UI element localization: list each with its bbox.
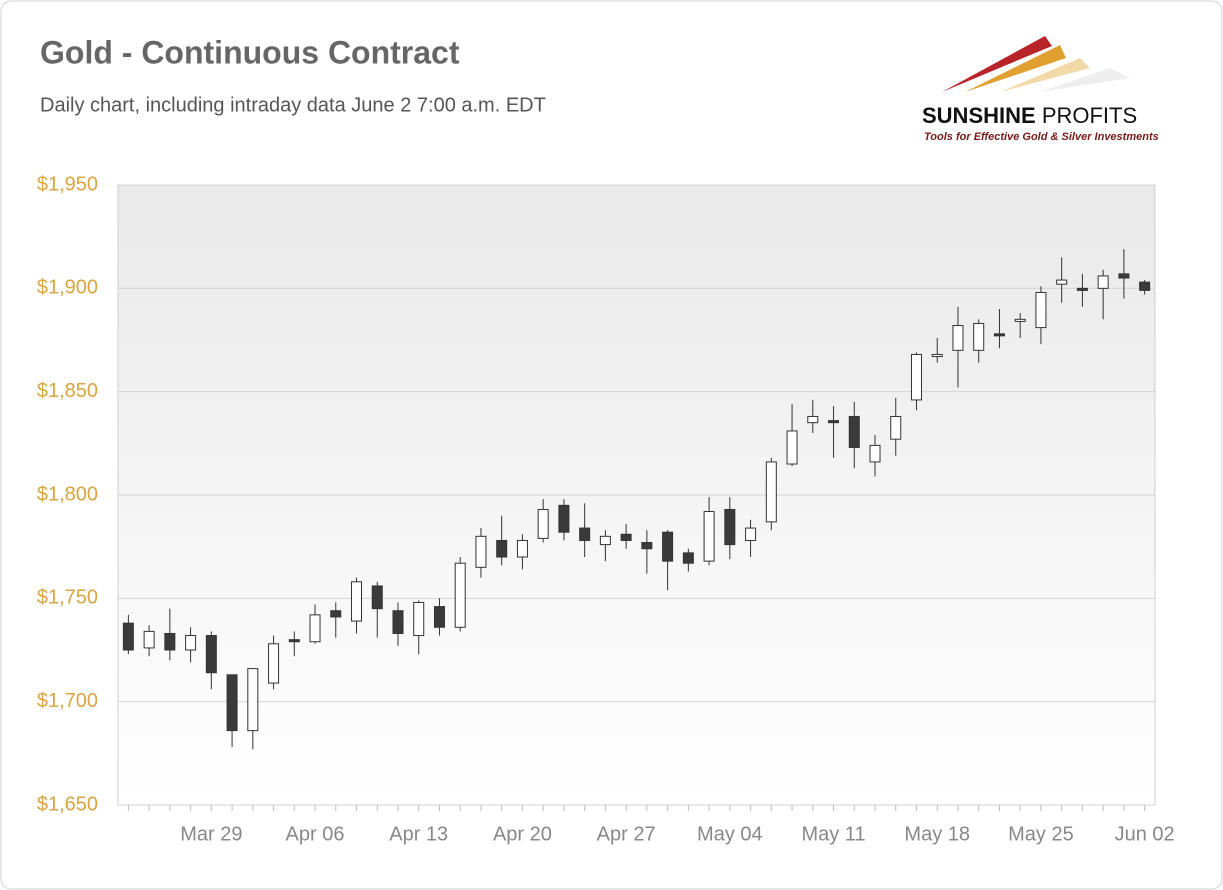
x-tick-label: Jun 02 bbox=[1115, 823, 1175, 845]
logo-name: SUNSHINE PROFITS bbox=[922, 103, 1137, 128]
candle-body bbox=[1139, 281, 1151, 291]
candle-body bbox=[1056, 279, 1068, 285]
candle-body bbox=[371, 585, 383, 610]
candle-body bbox=[392, 610, 404, 634]
x-tick-label: May 18 bbox=[904, 823, 970, 845]
candle-body bbox=[662, 531, 674, 562]
y-tick-label: $1,650 bbox=[37, 793, 98, 815]
candle-body bbox=[413, 601, 425, 637]
logo-tagline: Tools for Effective Gold & Silver Invest… bbox=[924, 131, 1159, 143]
candle-body bbox=[890, 415, 902, 440]
candle-body bbox=[952, 325, 964, 351]
candle-body bbox=[288, 639, 300, 643]
candle-body bbox=[1118, 273, 1130, 279]
x-tick-label: Apr 13 bbox=[389, 823, 448, 845]
candle-body bbox=[122, 622, 134, 651]
y-tick-label: $1,700 bbox=[37, 690, 98, 712]
candle-body bbox=[682, 552, 694, 564]
candle-body bbox=[724, 508, 736, 546]
candle-body bbox=[268, 643, 280, 684]
x-tick-label: Apr 06 bbox=[286, 823, 345, 845]
x-tick-label: Apr 20 bbox=[493, 823, 552, 845]
candle-body bbox=[1097, 275, 1109, 289]
candle-body bbox=[205, 635, 217, 674]
logo-swoosh bbox=[1000, 58, 1090, 92]
candle-body bbox=[496, 539, 508, 558]
logo-swoosh bbox=[942, 36, 1052, 92]
y-tick-label: $1,850 bbox=[37, 380, 98, 402]
x-tick-label: May 25 bbox=[1008, 823, 1074, 845]
candle-body bbox=[620, 533, 632, 541]
candle-body bbox=[185, 635, 197, 651]
x-tick-label: May 04 bbox=[697, 823, 763, 845]
candle-body bbox=[1014, 318, 1026, 322]
candle-body bbox=[973, 322, 985, 351]
x-tick-label: Mar 29 bbox=[180, 823, 242, 845]
y-tick-label: $1,900 bbox=[37, 277, 98, 299]
y-tick-label: $1,750 bbox=[37, 587, 98, 609]
candle-body bbox=[910, 353, 922, 401]
candle-body bbox=[454, 562, 466, 628]
candle-body bbox=[1035, 291, 1047, 329]
candle-body bbox=[1076, 287, 1088, 291]
candle-body bbox=[765, 461, 777, 523]
candle-body bbox=[351, 581, 363, 622]
logo-swoosh bbox=[965, 45, 1066, 92]
chart-title: Gold - Continuous Contract bbox=[40, 34, 460, 70]
x-tick-label: May 11 bbox=[801, 823, 865, 845]
candle-body bbox=[786, 430, 798, 465]
candle-body bbox=[579, 527, 591, 541]
logo-name-bold: SUNSHINE bbox=[922, 103, 1036, 128]
candle-body bbox=[164, 632, 176, 651]
y-tick-label: $1,800 bbox=[37, 483, 98, 505]
y-tick-label: $1,950 bbox=[37, 173, 98, 195]
candle-body bbox=[143, 630, 155, 649]
candle-body bbox=[848, 415, 860, 448]
candle-body bbox=[537, 508, 549, 539]
logo-name-rest: PROFITS bbox=[1042, 103, 1137, 128]
candle-body bbox=[599, 535, 611, 546]
candle-body bbox=[433, 606, 445, 628]
candle-body bbox=[226, 674, 238, 732]
chart-subtitle: Daily chart, including intraday data Jun… bbox=[40, 94, 546, 116]
candle-body bbox=[807, 415, 819, 424]
candle-body bbox=[516, 539, 528, 558]
candle-body bbox=[558, 504, 570, 533]
candle-body bbox=[931, 353, 943, 358]
logo: SUNSHINE PROFITS Tools for Effective Gol… bbox=[922, 36, 1159, 143]
logo-swoosh bbox=[1040, 68, 1130, 92]
x-tick-label: Apr 27 bbox=[597, 823, 656, 845]
candle-body bbox=[247, 668, 259, 732]
candle-body bbox=[703, 511, 715, 562]
candle-body bbox=[309, 614, 321, 643]
candle-body bbox=[330, 610, 342, 618]
candle-body bbox=[828, 420, 840, 424]
candle-body bbox=[641, 542, 653, 550]
candle-body bbox=[869, 444, 881, 463]
candle-body bbox=[993, 333, 1005, 337]
candle-body bbox=[475, 535, 487, 568]
candle-body bbox=[745, 527, 757, 541]
